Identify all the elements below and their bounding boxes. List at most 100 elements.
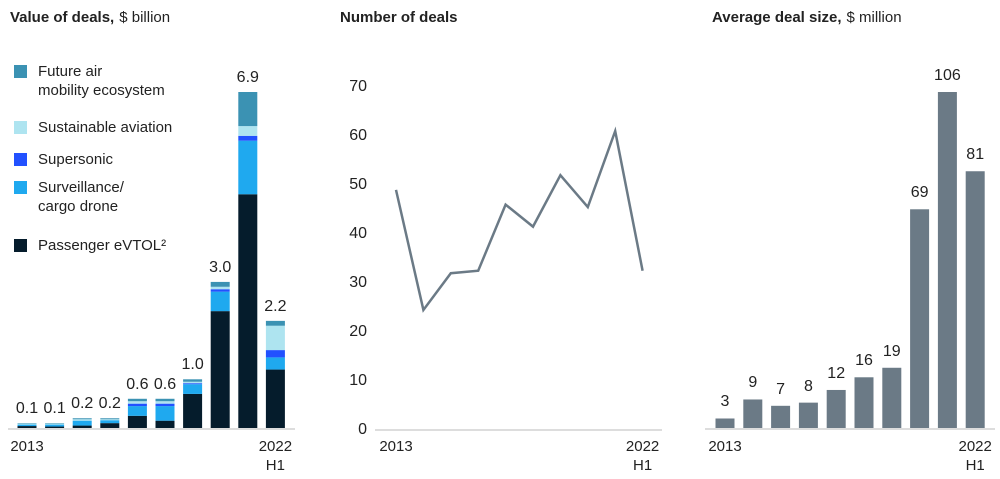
bar-segment bbox=[210, 311, 230, 428]
bar-segment bbox=[238, 92, 258, 127]
bar-segment bbox=[45, 426, 65, 428]
x-tick-label: 2022 H1 bbox=[625, 438, 660, 474]
value-label: 16 bbox=[855, 352, 873, 370]
chart-title: Value of deals, bbox=[10, 9, 115, 26]
bar-segment bbox=[127, 401, 147, 404]
bar-segment bbox=[155, 403, 175, 407]
bar-segment bbox=[100, 419, 120, 421]
bar-segment bbox=[45, 424, 65, 427]
total-label: 0.1 bbox=[15, 400, 39, 418]
bar-segment bbox=[183, 384, 203, 394]
bar-segment bbox=[72, 418, 92, 420]
bar-segment bbox=[17, 423, 37, 425]
value-label: 19 bbox=[882, 342, 901, 360]
bar-segment bbox=[210, 281, 230, 287]
y-tick-label: 0 bbox=[358, 421, 367, 438]
data-line bbox=[394, 126, 644, 313]
y-tick-label: 50 bbox=[349, 176, 367, 193]
bar-segment bbox=[210, 291, 230, 312]
bar-segment bbox=[238, 126, 258, 136]
bar-segment bbox=[265, 325, 285, 351]
bar-segment bbox=[265, 357, 285, 370]
bar-segment bbox=[210, 289, 230, 292]
y-tick-label: 40 bbox=[349, 225, 367, 242]
bar-segment bbox=[238, 135, 258, 141]
value-label: 81 bbox=[966, 146, 985, 164]
bar-segment bbox=[72, 425, 92, 428]
bar-segment bbox=[155, 406, 175, 421]
x-tick-label: 2022 H1 bbox=[258, 438, 293, 474]
bar-segment bbox=[238, 194, 258, 428]
total-label: 0.6 bbox=[153, 375, 177, 393]
bar-segment bbox=[265, 320, 285, 326]
chart-title: Average deal size, bbox=[712, 9, 842, 26]
value-label: 9 bbox=[748, 374, 758, 392]
bar-segment bbox=[127, 415, 147, 428]
bar-segment bbox=[17, 424, 37, 427]
bar bbox=[743, 399, 763, 428]
value-label: 7 bbox=[776, 380, 786, 398]
bar-segment bbox=[127, 406, 147, 416]
bar-segment bbox=[72, 419, 92, 421]
value-label: 12 bbox=[827, 364, 846, 382]
bar-segment bbox=[238, 140, 258, 195]
x-tick-label: 2013 bbox=[708, 438, 742, 455]
legend-swatch bbox=[14, 65, 27, 78]
value-label: 8 bbox=[803, 377, 813, 395]
x-tick-label: 2013 bbox=[379, 438, 413, 455]
y-tick-label: 30 bbox=[349, 274, 367, 291]
legend-label: Surveillance/ cargo drone bbox=[38, 179, 124, 215]
y-tick-label: 20 bbox=[349, 323, 367, 340]
bar-segment bbox=[45, 423, 65, 425]
legend-swatch bbox=[14, 153, 27, 166]
value-label: 106 bbox=[934, 67, 961, 84]
legend-label: Supersonic bbox=[38, 151, 114, 168]
value-label: 69 bbox=[910, 184, 929, 202]
bar-segment bbox=[183, 381, 203, 384]
value-label: 3 bbox=[720, 393, 730, 411]
bar-segment bbox=[17, 426, 37, 428]
bar bbox=[965, 171, 985, 428]
bar bbox=[715, 418, 735, 428]
legend-label: Future air mobility ecosystem bbox=[38, 63, 165, 99]
chart-unit: $ million bbox=[846, 9, 902, 26]
bar bbox=[826, 389, 846, 428]
total-label: 0.2 bbox=[71, 395, 94, 413]
chart-unit: $ billion bbox=[119, 9, 171, 26]
bar bbox=[854, 377, 874, 428]
x-tick-label: 2022 H1 bbox=[958, 438, 992, 474]
y-tick-label: 60 bbox=[349, 127, 367, 144]
bar-segment bbox=[183, 393, 203, 428]
legend-swatch bbox=[14, 121, 27, 134]
bar bbox=[910, 209, 930, 428]
bar-segment bbox=[100, 420, 120, 424]
chart-title: Number of deals bbox=[340, 9, 458, 26]
bar-segment bbox=[183, 379, 203, 382]
bar-segment bbox=[155, 401, 175, 404]
total-label: 0.2 bbox=[98, 395, 121, 413]
bar-segment bbox=[100, 423, 120, 428]
bar-segment bbox=[100, 418, 120, 420]
legend-label: Sustainable aviation bbox=[38, 119, 173, 136]
bar-segment bbox=[183, 383, 203, 385]
bar bbox=[937, 92, 957, 428]
bar-segment bbox=[72, 420, 92, 426]
legend-swatch bbox=[14, 181, 27, 194]
total-label: 3.0 bbox=[209, 258, 232, 276]
bar-segment bbox=[210, 286, 230, 290]
legend-swatch bbox=[14, 239, 27, 252]
y-tick-label: 10 bbox=[349, 372, 367, 389]
bar-segment bbox=[265, 369, 285, 428]
y-tick-label: 70 bbox=[349, 78, 367, 95]
legend-label: Passenger eVTOL² bbox=[38, 237, 167, 254]
bar-segment bbox=[127, 403, 147, 407]
bar bbox=[798, 402, 818, 428]
x-tick-label: 2013 bbox=[10, 438, 44, 455]
total-label: 0.1 bbox=[43, 400, 66, 418]
bar bbox=[771, 405, 791, 428]
bar bbox=[882, 367, 902, 428]
total-label: 0.6 bbox=[126, 375, 149, 393]
bar-segment bbox=[265, 350, 285, 358]
